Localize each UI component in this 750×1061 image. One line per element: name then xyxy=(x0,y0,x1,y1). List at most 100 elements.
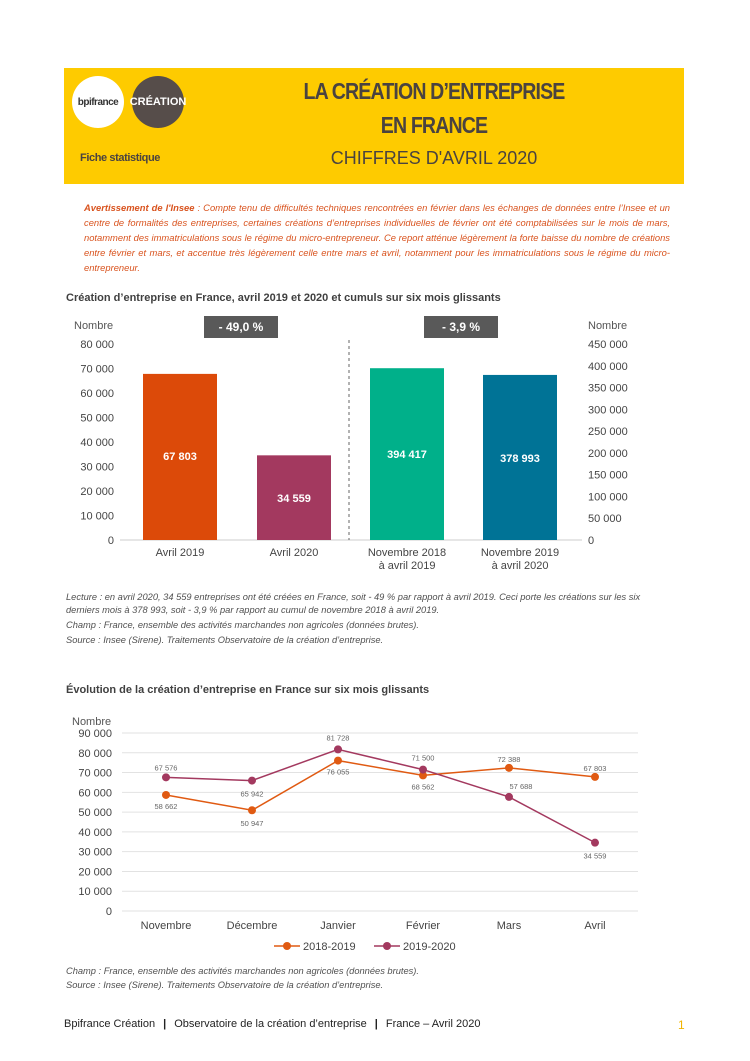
y-tick-label: 50 000 xyxy=(78,807,112,819)
data-label: 65 942 xyxy=(241,790,264,799)
x-tick-label: Mars xyxy=(497,920,522,932)
data-label: 67 576 xyxy=(155,763,178,772)
y-tick-left: 0 xyxy=(108,535,114,547)
y-tick-left: 10 000 xyxy=(80,511,114,523)
y-tick-left: 50 000 xyxy=(80,413,114,425)
data-point xyxy=(248,806,256,815)
bar-value-label: 34 559 xyxy=(277,493,311,505)
change-badge xyxy=(204,316,278,338)
title-line1: LA CRÉATION D’ENTREPRISE xyxy=(303,78,566,104)
title-line2: EN FRANCE xyxy=(380,112,488,138)
x-tick-label: Novembre 2018 xyxy=(368,547,446,559)
bar xyxy=(257,455,331,540)
chart2-source: Source : Insee (Sirene). Traitements Obs… xyxy=(66,980,384,990)
bar-value-label: 394 417 xyxy=(387,449,427,461)
y-axis-right-label: Nombre xyxy=(588,320,627,332)
y-tick-label: 90 000 xyxy=(78,728,112,740)
bar-value-label: 67 803 xyxy=(163,451,197,463)
header-banner: bpifrance CRÉATION Fiche statistique LA … xyxy=(64,68,684,184)
data-label: 58 662 xyxy=(155,802,178,811)
x-tick-label: Février xyxy=(406,920,441,932)
y-tick-label: 70 000 xyxy=(78,768,112,780)
data-point xyxy=(505,792,513,801)
footer-separator: | xyxy=(163,1018,167,1030)
bar-chart: Nombre Nombre 0 10 000 20 000 30 000 40 000 50 … xyxy=(74,316,628,572)
data-point xyxy=(591,772,599,781)
warning-label: Avertissement de l'Insee xyxy=(84,202,195,213)
data-label: 72 388 xyxy=(498,755,521,764)
series-line-2018-2019 xyxy=(165,759,596,812)
y-tick-label: 40 000 xyxy=(78,827,112,839)
chart1-source: Source : Insee (Sirene). Traitements Obs… xyxy=(66,635,384,645)
y-tick-right: 200 000 xyxy=(588,448,628,460)
bar-value-label: 378 993 xyxy=(500,453,540,465)
chart1-title: Création d’entreprise en France, avril 2… xyxy=(66,292,501,304)
legend-label: 2018-2019 xyxy=(303,941,356,953)
data-point xyxy=(334,745,342,754)
change-badge-text: - 49,0 % xyxy=(219,320,264,334)
change-badge-text: - 3,9 % xyxy=(442,320,480,334)
fiche-label: Fiche statistique xyxy=(80,152,160,164)
x-tick-label: Novembre xyxy=(141,920,192,932)
data-point xyxy=(591,838,599,847)
legend-marker xyxy=(383,942,391,950)
x-tick-label: Novembre 2019 xyxy=(481,547,559,559)
footer-period: France – Avril 2020 xyxy=(385,1018,481,1030)
y-tick-left: 20 000 xyxy=(80,486,114,498)
insee-warning: Avertissement de l'Insee : Compte tenu d… xyxy=(84,200,670,275)
y-tick-label: 60 000 xyxy=(78,787,112,799)
warning-text: : Compte tenu de difficultés techniques … xyxy=(84,202,670,273)
data-point xyxy=(162,790,170,799)
y-axis-left-label: Nombre xyxy=(74,320,113,332)
data-point xyxy=(505,763,513,772)
x-tick-label: à avril 2019 xyxy=(379,560,436,572)
chart1-lecture: Lecture : en avril 2020, 34 559 entrepri… xyxy=(66,592,641,615)
x-tick-label: Avril 2019 xyxy=(156,547,205,559)
x-tick-label: Janvier xyxy=(320,920,356,932)
data-point xyxy=(419,765,427,774)
y-tick-label: 30 000 xyxy=(78,847,112,859)
y-tick-right: 450 000 xyxy=(588,339,628,351)
bpifrance-logo: bpifrance xyxy=(72,76,124,128)
x-tick-label: Avril 2020 xyxy=(270,547,319,559)
x-tick-label: à avril 2020 xyxy=(492,560,549,572)
y-tick-left: 30 000 xyxy=(80,462,114,474)
creation-logo-text: CRÉATION xyxy=(129,96,187,108)
data-point xyxy=(162,773,170,782)
creation-logo: CRÉATION xyxy=(129,76,187,128)
data-label: 76 055 xyxy=(327,768,350,777)
series-line-2019-2020 xyxy=(165,748,596,844)
x-tick-label: Avril xyxy=(584,920,605,932)
y-tick-left: 60 000 xyxy=(80,388,114,400)
data-point xyxy=(334,756,342,765)
footer-org: Bpifrance Création xyxy=(64,1018,156,1030)
data-label: 81 728 xyxy=(327,733,350,742)
y-tick-right: 250 000 xyxy=(588,426,628,438)
y-tick-left: 40 000 xyxy=(80,437,114,449)
y-tick-label: 0 xyxy=(106,906,112,918)
data-label: 57 688 xyxy=(510,782,533,791)
y-tick-right: 150 000 xyxy=(588,470,628,482)
bpifrance-logo-text: bpifrance xyxy=(77,96,119,108)
bar xyxy=(483,374,557,540)
legend-label: 2019-2020 xyxy=(403,941,456,953)
data-label: 68 562 xyxy=(412,782,435,791)
y-axis-label: Nombre xyxy=(72,716,111,728)
y-tick-right: 100 000 xyxy=(588,491,628,503)
y-tick-right: 350 000 xyxy=(588,383,628,395)
data-label: 67 803 xyxy=(584,764,607,773)
line-chart: Nombre 0 10 000 20 000 30 000 40 000 50 000 60 … xyxy=(72,716,638,953)
footer-observatory: Observatoire de la création d’entreprise xyxy=(174,1018,367,1030)
data-point xyxy=(248,776,256,785)
data-label: 50 947 xyxy=(241,819,264,828)
chart1-champ: Champ : France, ensemble des activités m… xyxy=(66,620,419,630)
data-label: 71 500 xyxy=(412,754,435,763)
y-tick-left: 80 000 xyxy=(80,339,114,351)
bar xyxy=(143,373,217,540)
y-tick-right: 400 000 xyxy=(588,361,628,373)
page-number: 1 xyxy=(678,1018,685,1032)
chart2-title: Évolution de la création d’entreprise en… xyxy=(66,684,430,696)
y-tick-left: 70 000 xyxy=(80,364,114,376)
title-line3: CHIFFRES D'AVRIL 2020 xyxy=(330,148,538,168)
